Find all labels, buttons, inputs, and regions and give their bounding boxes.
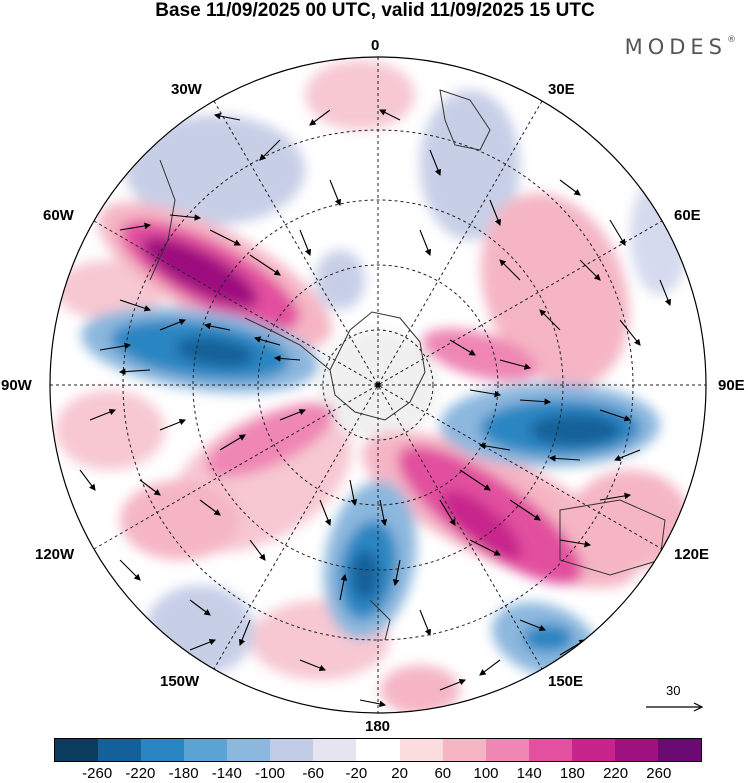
lon-label-60w: 60W — [43, 207, 74, 224]
colorbar-swatch — [614, 739, 658, 761]
lon-label-90e: 90E — [718, 377, 745, 394]
colorbar-swatch — [270, 739, 314, 761]
reference-vector: 30 — [646, 683, 706, 713]
lon-label-150w: 150W — [160, 673, 200, 690]
colorbar-swatch — [442, 739, 486, 761]
polar-map — [49, 56, 707, 714]
lon-label-120e: 120E — [674, 546, 710, 563]
colorbar-swatch — [227, 739, 271, 761]
brand-mark: ® — [727, 35, 736, 45]
colorbar-tick-label: -220 — [125, 765, 156, 782]
map-boundary — [49, 56, 707, 714]
colorbar-tick-label: 60 — [434, 765, 452, 782]
colorbar-swatch — [313, 739, 357, 761]
lon-label-90w: 90W — [1, 377, 32, 394]
colorbar-swatch — [55, 739, 99, 761]
colorbar-tick-label: 180 — [559, 765, 585, 782]
colorbar-swatch — [98, 739, 142, 761]
colorbar-swatch — [528, 739, 572, 761]
brand-name: MODES — [624, 35, 727, 59]
lon-label-30e: 30E — [548, 81, 575, 98]
reference-vector-label: 30 — [666, 683, 681, 698]
colorbar-tick-label: 140 — [516, 765, 542, 782]
colorbar-swatch — [141, 739, 185, 761]
lon-label-180: 180 — [365, 718, 391, 735]
modes-logo: MODES® — [625, 35, 736, 59]
lon-label-120w: 120W — [35, 546, 75, 563]
colorbar-tick-label: -180 — [168, 765, 199, 782]
lon-label-150e: 150E — [548, 673, 584, 690]
colorbar-ticks: -260 -220 -180 -140 -100 -60 -20 20 60 100 140 180 2… — [54, 765, 702, 783]
colorbar-tick-label: 20 — [391, 765, 408, 782]
colorbar-tick-label: 260 — [646, 765, 672, 782]
coastlines — [149, 89, 666, 641]
colorbar-swatch — [485, 739, 529, 761]
field-shading — [50, 57, 706, 713]
lon-label-0: 0 — [371, 37, 380, 54]
colorbar-tick-label: 220 — [603, 765, 629, 782]
colorbar-tick-label: -20 — [345, 765, 368, 782]
colorbar-tick-label: -100 — [254, 765, 286, 782]
colorbar-swatch — [571, 739, 615, 761]
reference-arrow-icon — [646, 702, 704, 712]
colorbar-swatch — [657, 739, 701, 761]
colorbar-swatch — [356, 739, 400, 761]
colorbar-tick-label: -260 — [82, 765, 113, 782]
colorbar-tick-label: 100 — [473, 765, 499, 782]
map-title: Base 11/09/2025 00 UTC, valid 11/09/2025… — [155, 0, 595, 21]
colorbar-tick-label: -60 — [302, 765, 325, 782]
colorbar-tick-label: -140 — [211, 765, 242, 782]
colorbar-swatch — [399, 739, 443, 761]
graticule — [50, 57, 706, 713]
colorbar-swatch — [184, 739, 228, 761]
colorbar — [54, 738, 702, 762]
lon-label-60e: 60E — [674, 207, 701, 224]
lon-label-30w: 30W — [171, 81, 202, 98]
